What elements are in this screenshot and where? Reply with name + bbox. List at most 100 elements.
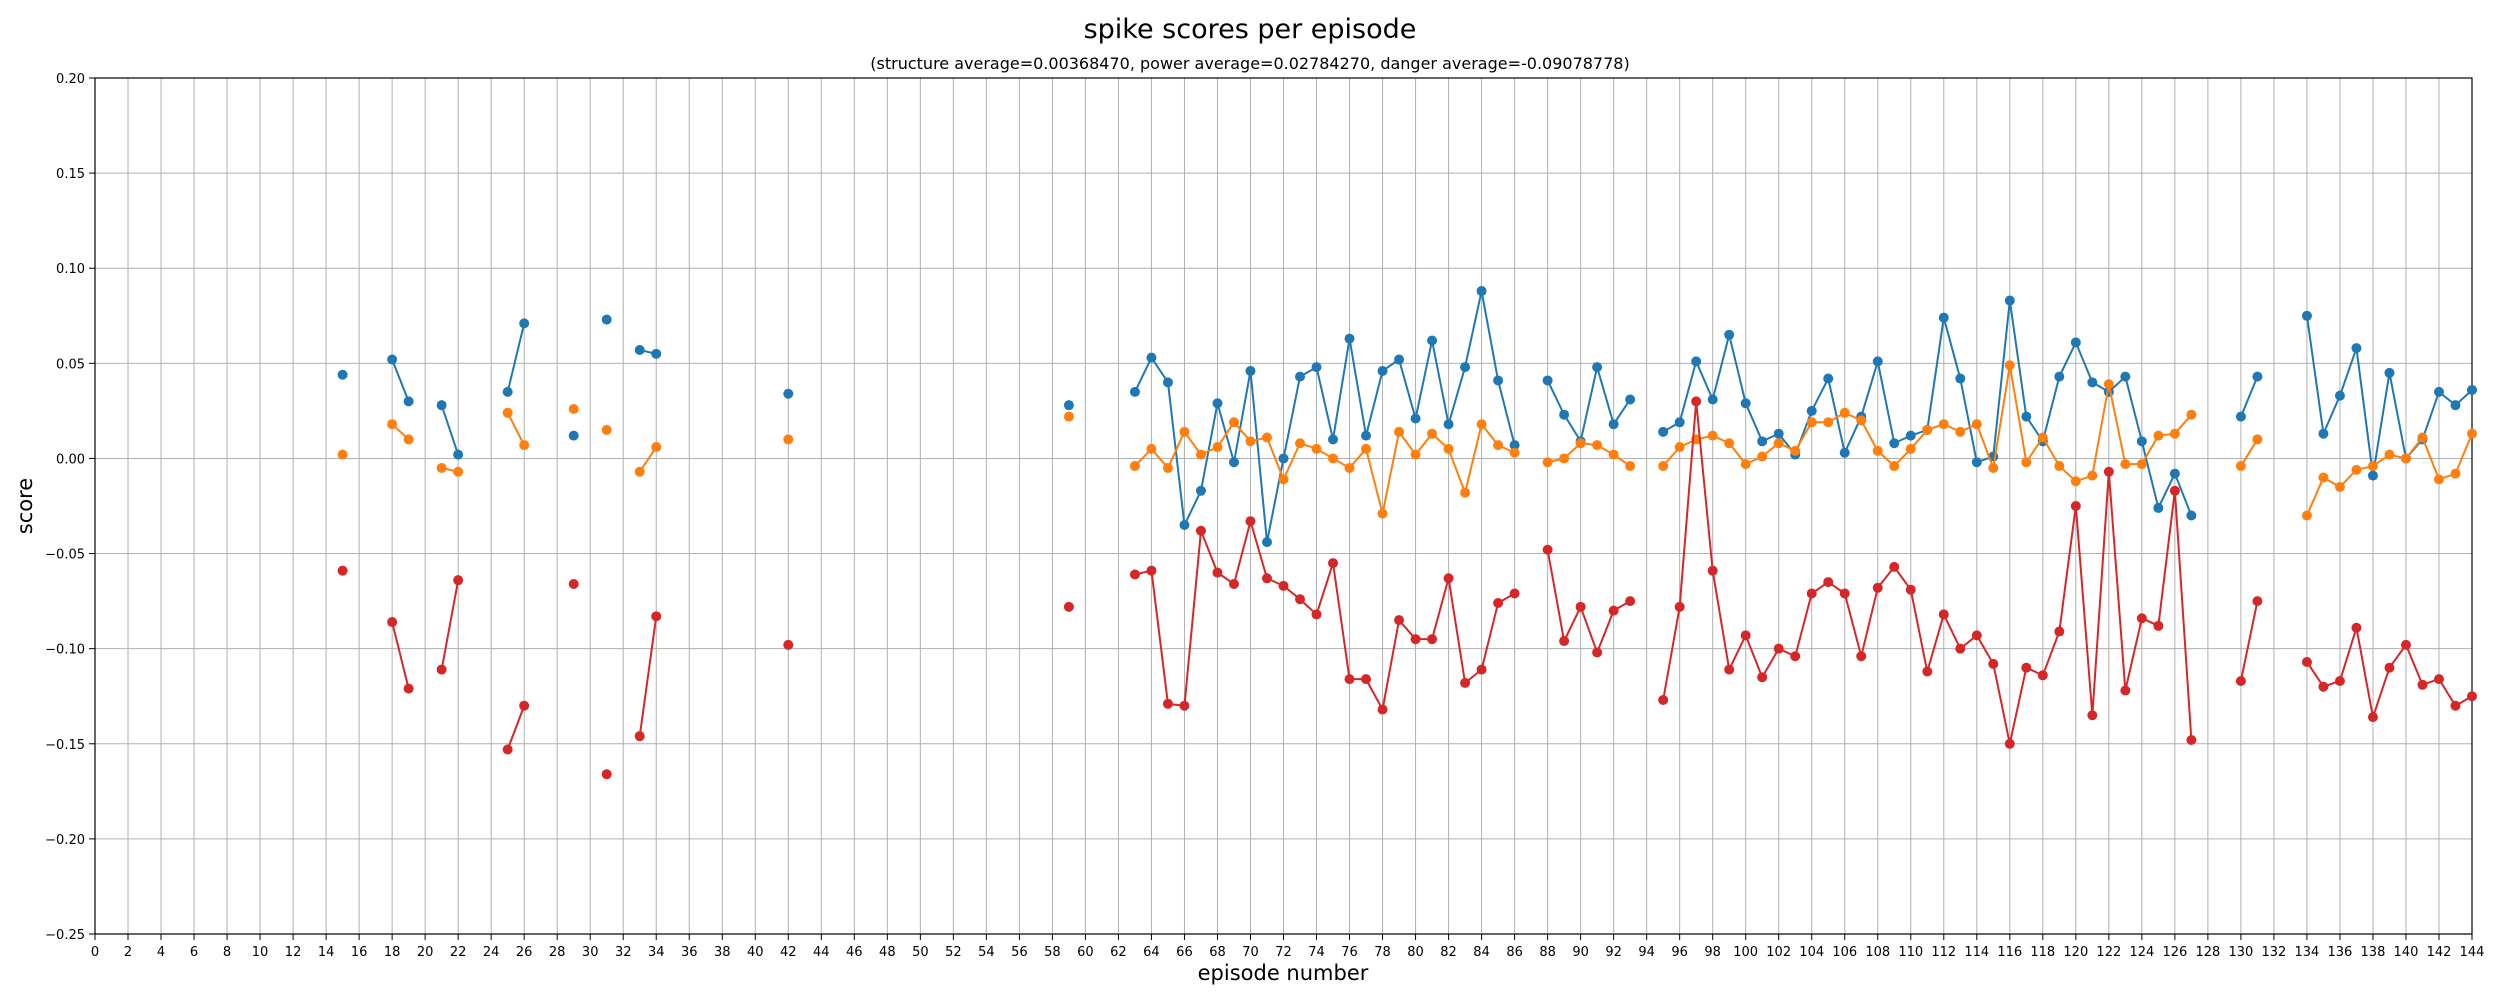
x-tick-label: 40 [747,945,764,960]
y-tick-label: −0.20 [45,833,85,848]
x-tick-label: 96 [1671,945,1688,960]
data-point [651,442,662,453]
data-point [2169,485,2180,496]
data-point [1971,457,1982,468]
data-point [1625,394,1636,405]
data-point [1707,565,1718,576]
data-point [1889,561,1900,572]
data-point [2120,459,2131,470]
data-point [519,318,530,329]
data-point [1691,396,1702,407]
data-point [568,430,579,441]
y-tick-label: 0.15 [56,167,85,182]
x-tick-label: 70 [1242,945,1259,960]
data-point [1162,377,1173,388]
data-point [502,386,513,397]
data-point [2351,464,2362,475]
chart-subtitle: (structure average=0.00368470, power ave… [870,54,1630,73]
data-point [1278,580,1289,591]
data-point [1658,461,1669,472]
x-tick-label: 94 [1638,945,1655,960]
data-point [1476,286,1487,297]
x-tick-label: 134 [2295,945,2320,960]
data-point [1625,461,1636,472]
data-point [1377,508,1388,519]
data-point [2400,639,2411,650]
x-tick-label: 52 [945,945,962,960]
series-line [1662,300,2193,516]
data-point [1195,485,1206,496]
x-tick-label: 36 [681,945,698,960]
data-point [519,700,530,711]
x-tick-label: 28 [549,945,566,960]
data-point [1592,647,1603,658]
data-point [1773,438,1784,449]
data-point [2301,656,2312,667]
data-point [2417,432,2428,443]
data-point [1295,594,1306,605]
data-point [1460,362,1471,373]
data-point [634,345,645,356]
x-tick-label: 142 [2427,945,2452,960]
data-point [2467,428,2477,439]
data-point [2153,430,2164,441]
data-point [1823,373,1834,384]
y-tick-label: −0.15 [45,738,85,753]
data-point [403,434,414,445]
x-tick-label: 62 [1110,945,1127,960]
data-point [1394,354,1405,365]
data-point [2235,411,2246,422]
data-point [1344,333,1355,344]
series-1 [337,286,2477,548]
data-point [1179,520,1190,531]
series-2 [337,360,2477,521]
x-tick-label: 8 [223,945,231,960]
data-point [2054,371,2065,382]
data-point [1146,352,1157,363]
data-point [2235,461,2246,472]
data-point [436,400,447,411]
data-point [2004,738,2015,749]
x-tick-label: 56 [1011,945,1028,960]
data-point [1988,462,1999,473]
series-line [440,404,460,455]
data-point [1129,569,1140,580]
series-line [506,412,526,446]
series-line [440,580,460,670]
data-point [1823,417,1834,428]
y-tick-label: 0.10 [56,262,85,277]
x-tick-label: 14 [318,945,335,960]
data-point [1905,430,1916,441]
x-tick-label: 108 [1865,945,1890,960]
data-point [2120,685,2131,696]
series-line [506,323,526,393]
data-point [403,396,414,407]
series-line [506,705,526,750]
data-point [1559,409,1570,420]
data-point [2103,379,2114,390]
data-point [2169,428,2180,439]
data-point [1443,443,1454,454]
data-point [1261,573,1272,584]
axes: 0 2 4 6 8 10 12 14 16 18 20 22 24 26 28 30 32 34 36 38 40 42 4… [45,72,2484,960]
x-tick-label: 44 [813,945,830,960]
data-point [2037,670,2048,681]
data-point [1427,335,1438,346]
data-point [1608,605,1619,616]
data-point [1922,666,1933,677]
data-point [1542,544,1553,555]
data-point [1443,419,1454,430]
data-point [601,424,612,435]
x-tick-label: 38 [714,945,731,960]
data-point [1740,630,1751,641]
data-point [1212,398,1223,409]
data-series [337,286,2477,780]
data-point [1905,443,1916,454]
x-tick-label: 12 [285,945,302,960]
x-tick-label: 58 [1044,945,1061,960]
data-point [1162,462,1173,473]
data-point [1212,442,1223,453]
data-point [651,611,662,622]
x-tick-label: 100 [1733,945,1758,960]
